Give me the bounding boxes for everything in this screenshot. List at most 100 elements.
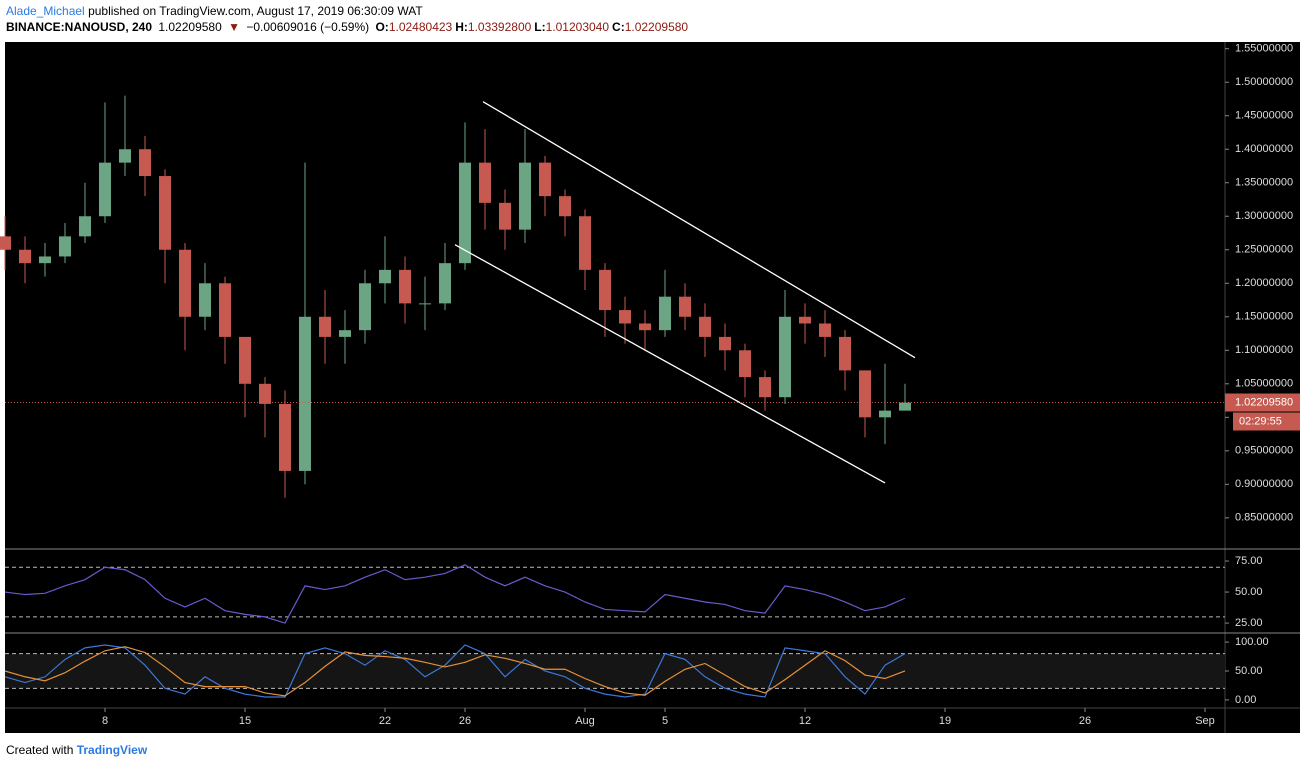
created-with: Created with (6, 743, 74, 757)
y-tick-label: 0.90000000 (1235, 478, 1293, 490)
candle-body (179, 249, 191, 317)
y-tick-label: 1.45000000 (1235, 110, 1293, 122)
brand-link[interactable]: TradingView (76, 743, 148, 757)
candle-body (579, 216, 591, 270)
price-tag (1225, 393, 1300, 412)
y-tick-label: 1.30000000 (1235, 210, 1293, 222)
price-tag-label: 1.02209580 (1235, 396, 1293, 408)
x-tick-label: 15 (239, 715, 251, 727)
candle-body (19, 249, 31, 264)
y-tick-label: 25.00 (1235, 617, 1263, 629)
candle-body (199, 283, 211, 317)
candle-body (759, 377, 771, 398)
candle-body (59, 236, 71, 257)
chart: 8 15 22 26 Aug 5 12 19 26 Sep 1.55000000 1.50000000… (0, 42, 1300, 733)
candle-body (819, 323, 831, 337)
ohlc-value: 1.01203040 (545, 20, 610, 34)
candle-body (799, 316, 811, 324)
candle-body (599, 269, 611, 311)
candle-body (119, 149, 131, 163)
symbol-line: BINANCE:NANOUSD, 240 1.02209580 ▼ −0.006… (6, 20, 694, 34)
footer: Created with TradingView (6, 743, 147, 757)
y-tick-label: 1.55000000 (1235, 43, 1293, 55)
candle-body (839, 336, 851, 371)
candle-body (359, 283, 371, 331)
candle-body (259, 383, 271, 404)
ohlc-value: 1.02209580 (624, 20, 689, 34)
candle-body (319, 316, 331, 337)
x-tick-label: Sep (1195, 715, 1215, 727)
candle-body (299, 316, 311, 471)
ohlc: O:1.02480423 H:1.03392800 L:1.01203040 C:1.… (375, 20, 691, 34)
y-tick-label: 0.95000000 (1235, 445, 1293, 457)
x-tick-label: 19 (939, 715, 951, 727)
y-tick-label: 1.50000000 (1235, 76, 1293, 88)
ohlc-value: 1.03392800 (467, 20, 532, 34)
change: −0.00609016 (−0.59%) (246, 20, 370, 34)
y-tick-label: 1.20000000 (1235, 277, 1293, 289)
y-tick-label: 0.00 (1235, 694, 1256, 706)
x-tick-label: Aug (575, 715, 595, 727)
indicator-line (4, 564, 906, 624)
candle-body (139, 149, 151, 177)
candle-body (679, 296, 691, 317)
candle-body (879, 410, 891, 418)
candle-body (519, 162, 531, 230)
candle-body (239, 336, 251, 384)
ohlc-label: C: (612, 20, 625, 34)
indicator-line (4, 646, 906, 697)
candle-body (159, 176, 171, 250)
ohlc-value: 1.02480423 (388, 20, 453, 34)
candle-body (479, 162, 491, 203)
candle-body (79, 216, 91, 237)
candle-body (539, 162, 551, 197)
candle-body (39, 256, 51, 264)
candle-body (739, 350, 751, 378)
y-tick-label: 1.25000000 (1235, 244, 1293, 256)
y-tick-label: 50.00 (1235, 586, 1263, 598)
x-tick-label: 26 (459, 715, 471, 727)
symbol: BINANCE:NANOUSD, 240 (6, 20, 153, 34)
candle-body (859, 370, 871, 418)
candle-body (779, 316, 791, 398)
y-tick-label: 0.85000000 (1235, 512, 1293, 524)
change-arrow: ▼ (228, 20, 241, 34)
last-price: 1.02209580 (158, 20, 222, 34)
ohlc-label: L: (534, 20, 546, 34)
x-tick-label: 8 (102, 715, 108, 727)
y-tick-label: 1.40000000 (1235, 143, 1293, 155)
x-tick-label: 22 (379, 715, 391, 727)
candle-body (379, 269, 391, 284)
candle-body (559, 196, 571, 217)
chart-background (5, 42, 1300, 733)
candle-body (499, 202, 511, 230)
author-link[interactable]: Alade_Michael (6, 4, 85, 18)
trendline (454, 244, 886, 484)
candle-body (659, 296, 671, 331)
candle-body (219, 283, 231, 337)
y-tick-label: 100.00 (1235, 636, 1269, 648)
ohlc-label: H: (455, 20, 468, 34)
x-tick-label: 5 (662, 715, 668, 727)
y-tick-label: 75.00 (1235, 555, 1263, 567)
candle-body (459, 162, 471, 264)
candle-body (0, 236, 11, 250)
y-tick-label: 1.05000000 (1235, 378, 1293, 390)
candle-body (619, 310, 631, 324)
candle-body (699, 316, 711, 337)
candle-body (899, 402, 911, 411)
countdown-tag (1233, 412, 1300, 431)
candle-body (719, 336, 731, 351)
ohlc-label: O: (375, 20, 389, 34)
y-tick-label: 1.35000000 (1235, 177, 1293, 189)
y-tick-label: 50.00 (1235, 665, 1263, 677)
candle-body (439, 263, 451, 304)
candle-body (279, 403, 291, 471)
candle-body (339, 330, 351, 337)
candle-body (639, 323, 651, 331)
level-band (5, 653, 1225, 689)
candle-body (419, 303, 431, 305)
published-text: published on TradingView.com, August 17,… (88, 4, 423, 18)
candle-body (99, 162, 111, 217)
